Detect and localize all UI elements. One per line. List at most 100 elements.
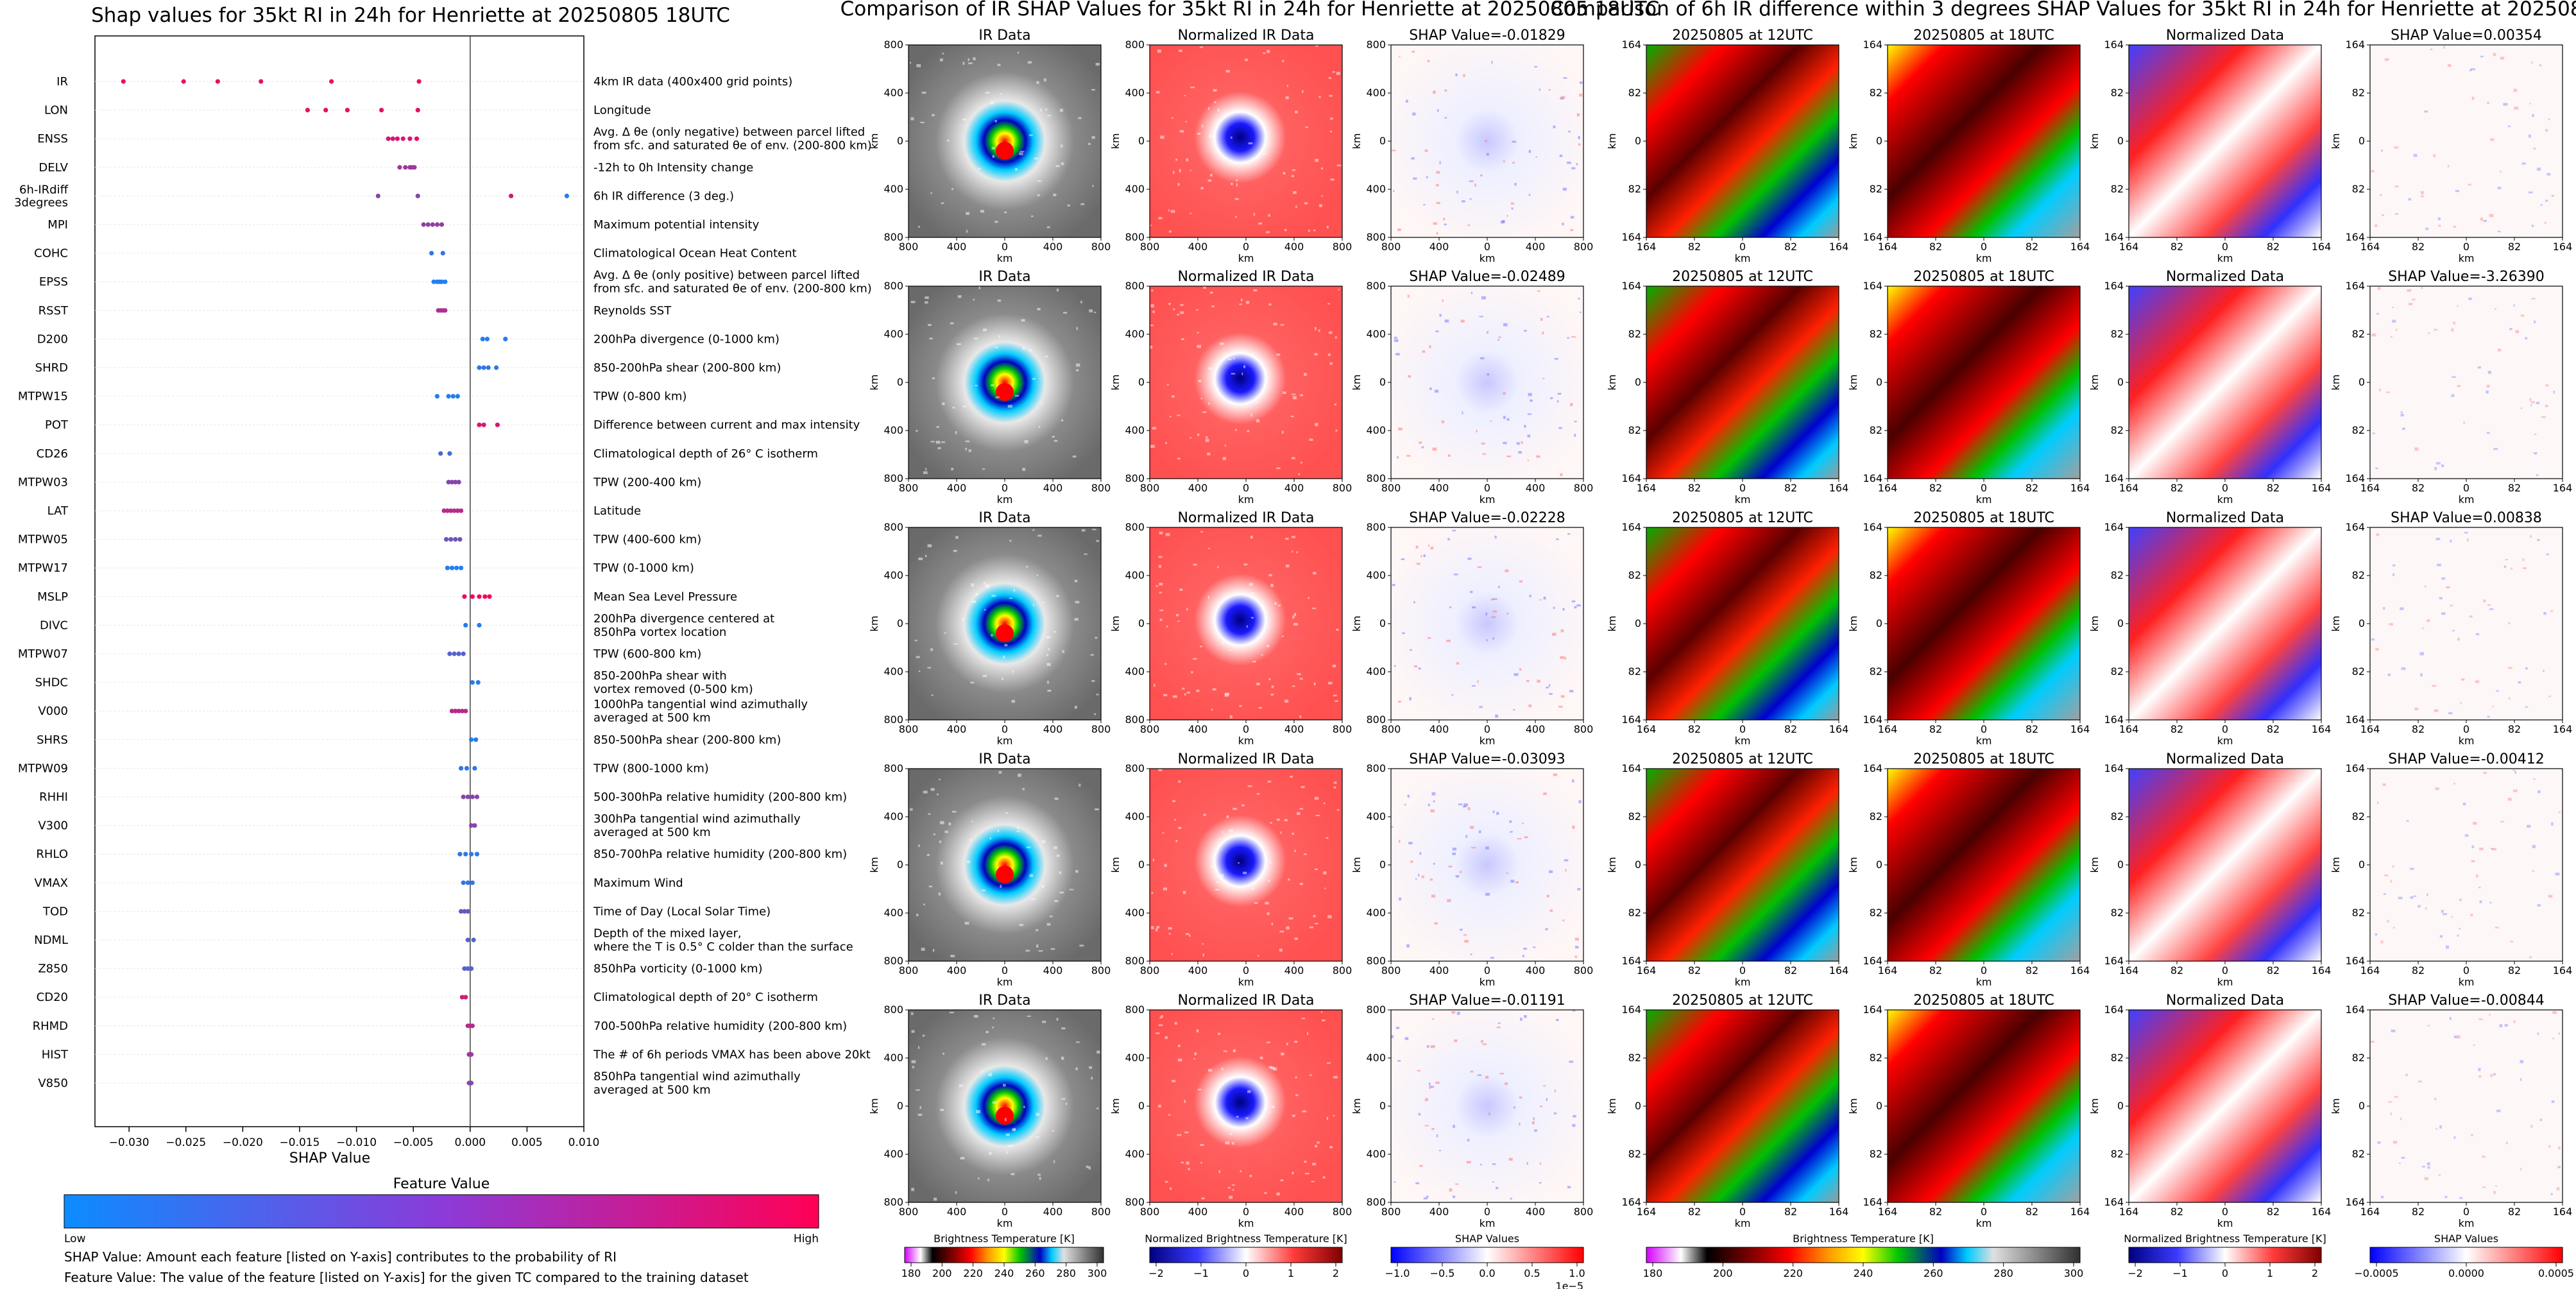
noise-pixel <box>1428 803 1430 807</box>
noise-pixel <box>957 295 962 298</box>
feature-description: averaged at 500 km <box>593 712 711 725</box>
noise-pixel <box>1208 107 1210 110</box>
noise-pixel <box>1572 1123 1576 1127</box>
noise-pixel <box>925 296 929 299</box>
tick-label: 82 <box>2026 241 2038 253</box>
shap-feature-gridlines <box>95 81 584 1084</box>
tick-label: 800 <box>899 964 919 977</box>
ir-image <box>908 1010 1101 1202</box>
noise-pixel <box>1314 327 1317 330</box>
noise-pixel <box>2520 1060 2524 1064</box>
shap-point <box>181 79 186 84</box>
noise-pixel <box>1213 89 1217 92</box>
feature-description: Reynolds SST <box>593 304 672 318</box>
noise-pixel <box>1559 154 1563 157</box>
tick-label: 82 <box>1784 723 1797 735</box>
noise-pixel <box>1002 1084 1006 1087</box>
tick-label: 82 <box>1870 1148 1882 1160</box>
tick-label: 0 <box>2463 482 2469 494</box>
noise-pixel <box>962 405 967 407</box>
noise-pixel <box>1423 203 1426 206</box>
tick-label: 82 <box>1929 482 1942 494</box>
noise-pixel <box>1171 395 1175 398</box>
axis-label: km <box>1976 1217 1992 1229</box>
noise-pixel <box>1022 468 1026 471</box>
noise-pixel <box>1430 1086 1434 1088</box>
noise-pixel <box>1391 1035 1394 1038</box>
feature-label: RHHI <box>39 790 68 804</box>
noise-pixel <box>1519 1122 1521 1126</box>
axis-label: km <box>2330 857 2342 873</box>
noise-pixel <box>2443 46 2445 49</box>
tick-label: 0 <box>1739 723 1746 735</box>
shap-point <box>477 365 482 370</box>
tick-label: 800 <box>1125 1003 1145 1016</box>
colorbar-tick-label: 260 <box>1923 1267 1943 1279</box>
noise-pixel <box>1564 859 1569 862</box>
noise-pixel <box>2480 218 2483 221</box>
noise-pixel <box>1091 136 1095 139</box>
noise-pixel <box>1045 108 1048 111</box>
legend-high-label: High <box>794 1233 819 1245</box>
noise-pixel <box>1328 331 1333 334</box>
noise-pixel <box>991 634 993 636</box>
noise-pixel <box>2478 886 2481 889</box>
tick-label: 800 <box>1333 964 1352 977</box>
noise-pixel <box>2382 783 2386 787</box>
noise-pixel <box>970 681 975 684</box>
noise-pixel <box>1456 662 1460 665</box>
noise-pixel <box>1190 212 1191 214</box>
noise-pixel <box>1439 314 1442 317</box>
tick-label: 0 <box>897 376 903 388</box>
noise-pixel <box>1576 604 1581 607</box>
axis-label: km <box>868 616 880 632</box>
noise-pixel <box>1253 212 1255 216</box>
noise-pixel <box>1554 1089 1556 1093</box>
noise-pixel <box>1005 1133 1010 1136</box>
tick-label: 164 <box>1863 38 1882 51</box>
noise-pixel <box>1201 1197 1205 1200</box>
tick-label: 400 <box>1429 723 1449 735</box>
noise-pixel <box>1190 169 1191 171</box>
noise-pixel <box>1492 810 1495 814</box>
noise-pixel <box>1543 792 1547 796</box>
noise-pixel <box>2441 910 2444 913</box>
tick-label: 0 <box>1739 964 1746 977</box>
noise-pixel <box>2459 1197 2463 1199</box>
noise-pixel <box>2379 388 2381 391</box>
tick-label: 164 <box>1829 964 1849 977</box>
axis-label: km <box>868 133 880 149</box>
noise-pixel <box>1436 232 1438 235</box>
shap-point <box>459 994 465 1000</box>
axis-label: km <box>2217 1217 2233 1229</box>
noise-pixel <box>2507 667 2512 669</box>
feature-description: Climatological Ocean Heat Content <box>593 247 797 260</box>
noise-pixel <box>910 117 914 121</box>
noise-pixel <box>2525 706 2529 708</box>
axis-label: km <box>868 857 880 873</box>
noise-pixel <box>1011 699 1015 703</box>
noise-pixel <box>1184 1100 1186 1104</box>
shap-point <box>473 737 479 742</box>
tick-label: 164 <box>2345 1196 2365 1208</box>
noise-pixel <box>1485 1075 1488 1079</box>
noise-pixel <box>2533 147 2536 150</box>
noise-pixel <box>1224 693 1229 697</box>
irdiff-shap-panel: SHAP Value=0.003541641648282008282164164… <box>2330 28 2572 264</box>
tick-label: 400 <box>883 665 903 678</box>
noise-pixel <box>2473 821 2477 825</box>
noise-pixel <box>1413 665 1417 668</box>
axis-label: km <box>2459 735 2475 747</box>
noise-pixel <box>1486 153 1489 156</box>
colorbar-tick-label: −1 <box>2172 1267 2188 1279</box>
noise-pixel <box>941 202 944 204</box>
noise-pixel <box>1426 1045 1429 1048</box>
noise-pixel <box>951 468 954 471</box>
shap-point <box>468 823 474 828</box>
shap-point <box>468 851 474 857</box>
noise-pixel <box>1211 866 1214 868</box>
noise-pixel <box>994 221 998 223</box>
noise-pixel <box>2376 312 2379 315</box>
noise-pixel <box>960 1157 965 1160</box>
